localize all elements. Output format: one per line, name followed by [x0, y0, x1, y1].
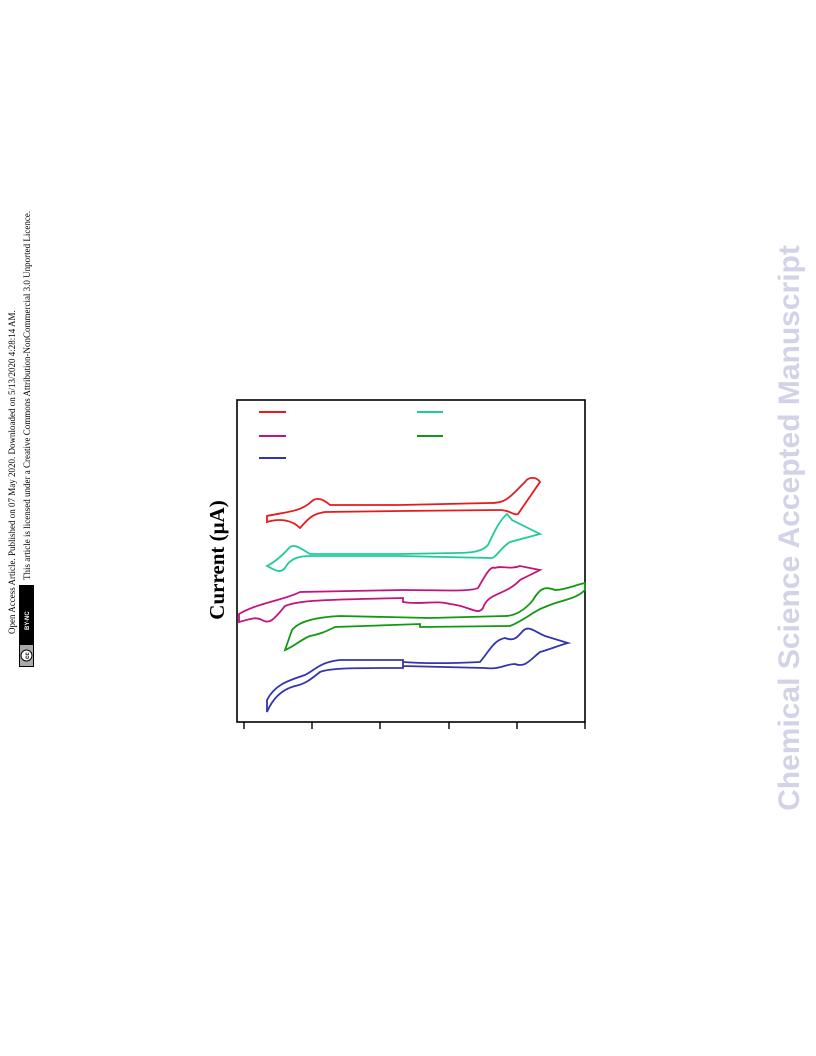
- side-note: This article is licensed under a Creativ…: [22, 211, 32, 580]
- cv-curve: [238, 565, 543, 624]
- side-note: Open Access Article. Published on 07 May…: [7, 310, 17, 634]
- cv-curve: [266, 476, 542, 530]
- cv-curve: [266, 627, 572, 713]
- y-axis-label: Current (μA): [205, 500, 229, 619]
- badge-circle: [20, 649, 33, 662]
- cv-curve: [283, 581, 586, 652]
- legend: [259, 411, 443, 459]
- badge-license: BY-NC: [25, 611, 31, 630]
- cv-curve: [264, 512, 543, 572]
- badge-cc: cc: [25, 652, 31, 659]
- cc-badge: cc BY-NC: [19, 585, 34, 667]
- x-ticks: [243, 722, 586, 729]
- plot-frame: [236, 399, 586, 723]
- watermark: Chemical Science Accepted Manuscript: [773, 245, 806, 811]
